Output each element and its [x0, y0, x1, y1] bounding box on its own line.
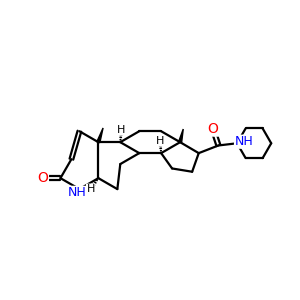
Text: NH: NH: [235, 135, 253, 148]
Text: H: H: [156, 136, 164, 146]
Text: O: O: [38, 171, 48, 185]
Text: H: H: [117, 125, 126, 135]
Text: H: H: [86, 184, 95, 194]
Text: O: O: [208, 122, 218, 136]
Polygon shape: [178, 129, 183, 142]
Polygon shape: [97, 128, 103, 143]
Text: NH: NH: [68, 186, 86, 200]
